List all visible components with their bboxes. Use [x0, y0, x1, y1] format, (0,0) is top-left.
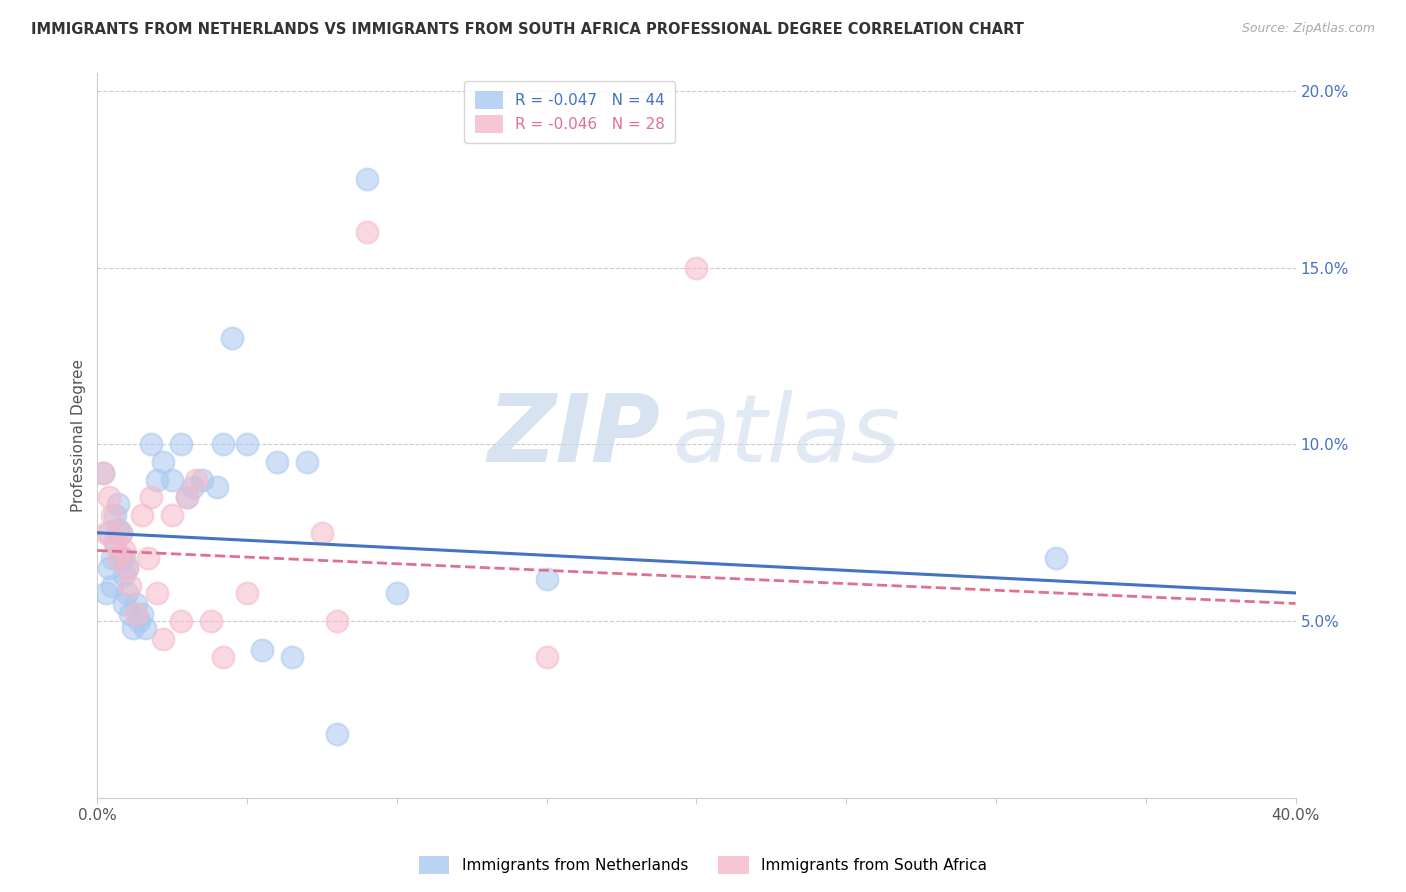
Point: [98, 561, 121, 575]
Point: [356, 225, 378, 239]
Point: [205, 480, 228, 494]
Point: [200, 614, 222, 628]
Text: atlas: atlas: [672, 390, 901, 481]
Point: [101, 508, 124, 522]
Point: [128, 614, 150, 628]
Point: [162, 473, 184, 487]
Point: [125, 597, 148, 611]
Point: [311, 525, 333, 540]
Point: [176, 491, 198, 505]
Point: [536, 649, 558, 664]
Point: [110, 525, 132, 540]
Point: [266, 455, 288, 469]
Point: [221, 331, 243, 345]
Point: [101, 550, 124, 565]
Text: IMMIGRANTS FROM NETHERLANDS VS IMMIGRANTS FROM SOUTH AFRICA PROFESSIONAL DEGREE : IMMIGRANTS FROM NETHERLANDS VS IMMIGRANT…: [31, 22, 1024, 37]
Point: [122, 621, 145, 635]
Point: [236, 437, 259, 451]
Point: [250, 642, 273, 657]
Point: [162, 508, 184, 522]
Point: [385, 586, 408, 600]
Point: [96, 525, 118, 540]
Point: [181, 480, 204, 494]
Y-axis label: Professional Degree: Professional Degree: [72, 359, 86, 512]
Point: [170, 437, 193, 451]
Point: [107, 498, 129, 512]
Point: [104, 508, 127, 522]
Point: [136, 550, 159, 565]
Point: [326, 727, 349, 741]
Point: [104, 536, 127, 550]
Point: [176, 491, 198, 505]
Point: [186, 473, 208, 487]
Point: [236, 586, 259, 600]
Point: [295, 455, 318, 469]
Point: [117, 586, 139, 600]
Point: [212, 437, 235, 451]
Point: [152, 632, 174, 646]
Point: [110, 525, 132, 540]
Point: [104, 536, 127, 550]
Point: [191, 473, 214, 487]
Point: [120, 579, 142, 593]
Point: [112, 568, 135, 582]
Point: [117, 561, 139, 575]
Legend: Immigrants from Netherlands, Immigrants from South Africa: Immigrants from Netherlands, Immigrants …: [412, 850, 994, 880]
Point: [152, 455, 174, 469]
Point: [134, 621, 156, 635]
Point: [120, 607, 142, 621]
Point: [117, 561, 139, 575]
Point: [146, 586, 169, 600]
Point: [131, 607, 153, 621]
Point: [96, 586, 118, 600]
Point: [141, 491, 163, 505]
Point: [281, 649, 304, 664]
Point: [98, 525, 121, 540]
Text: Source: ZipAtlas.com: Source: ZipAtlas.com: [1241, 22, 1375, 36]
Point: [112, 543, 135, 558]
Point: [98, 491, 121, 505]
Text: ZIP: ZIP: [488, 390, 661, 482]
Point: [93, 466, 115, 480]
Point: [536, 572, 558, 586]
Point: [356, 172, 378, 186]
Point: [1045, 550, 1067, 565]
Point: [685, 260, 707, 275]
Point: [131, 508, 153, 522]
Point: [170, 614, 193, 628]
Point: [93, 466, 115, 480]
Legend: R = -0.047   N = 44, R = -0.046   N = 28: R = -0.047 N = 44, R = -0.046 N = 28: [464, 80, 675, 144]
Point: [110, 550, 132, 565]
Point: [101, 579, 124, 593]
Point: [326, 614, 349, 628]
Point: [212, 649, 235, 664]
Point: [112, 550, 135, 565]
Point: [112, 597, 135, 611]
Point: [107, 550, 129, 565]
Point: [107, 522, 129, 536]
Point: [141, 437, 163, 451]
Point: [146, 473, 169, 487]
Point: [125, 607, 148, 621]
